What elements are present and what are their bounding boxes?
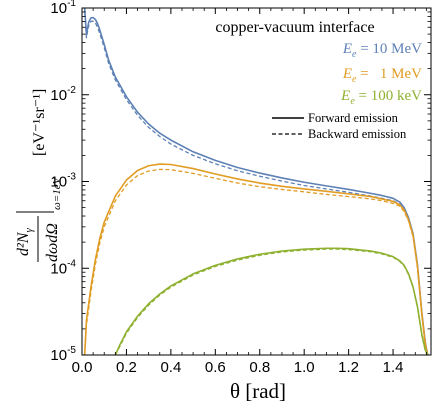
legend-backward-label: Backward emission xyxy=(308,127,407,141)
x-tick-label: 1.0 xyxy=(294,359,315,376)
y-tick-label: 10-2 xyxy=(50,85,76,104)
x-tick-label: 0.6 xyxy=(205,359,226,376)
x-tick-label: 1.4 xyxy=(383,359,404,376)
series-labels: Ee = 10 MeV Ee = 1 MeV Ee = 100 keV xyxy=(340,41,422,107)
chart-title: copper-vacuum interface xyxy=(215,19,374,36)
series-forward-line xyxy=(83,163,429,355)
legend: Forward emission Backward emission xyxy=(272,111,407,141)
x-tick-label: 0.8 xyxy=(249,359,270,376)
x-tick-label: 0.2 xyxy=(116,359,137,376)
plot-area xyxy=(82,8,431,355)
y-label-condition: ω=1eV xyxy=(51,176,63,210)
series-forward-line xyxy=(114,247,429,355)
y-tick-label: 10-4 xyxy=(50,258,76,277)
series-label: Ee = 10 MeV xyxy=(342,41,422,60)
series-group xyxy=(83,8,429,355)
series-backward-line xyxy=(84,8,429,355)
series-forward-line xyxy=(83,8,429,355)
x-axis: 0.0 0.2 0.4 0.6 0.8 1.0 1.2 1.4 xyxy=(72,8,427,376)
x-tick-label: 0.0 xyxy=(72,359,93,376)
y-axis-label: d²Nγ dωdΩ ω=1eV [eV⁻¹sr⁻¹] xyxy=(15,89,63,262)
y-tick-label: 10-3 xyxy=(50,172,76,191)
y-label-denominator: dωdΩ xyxy=(44,223,61,262)
x-tick-label: 1.2 xyxy=(338,359,359,376)
legend-forward-label: Forward emission xyxy=(308,111,399,125)
y-label-numerator: d²Nγ xyxy=(15,228,35,256)
y-axis: 10-5 10-4 10-3 10-2 10-1 xyxy=(50,0,431,364)
series-label: Ee = 100 keV xyxy=(340,88,422,107)
y-tick-label: 10-5 xyxy=(50,345,76,364)
x-axis-label: θ [rad] xyxy=(230,379,286,403)
x-tick-label: 0.4 xyxy=(160,359,181,376)
series-label: Ee = 1 MeV xyxy=(342,66,422,85)
y-label-units: [eV⁻¹sr⁻¹] xyxy=(31,89,48,156)
y-tick-label: 10-1 xyxy=(50,0,76,17)
